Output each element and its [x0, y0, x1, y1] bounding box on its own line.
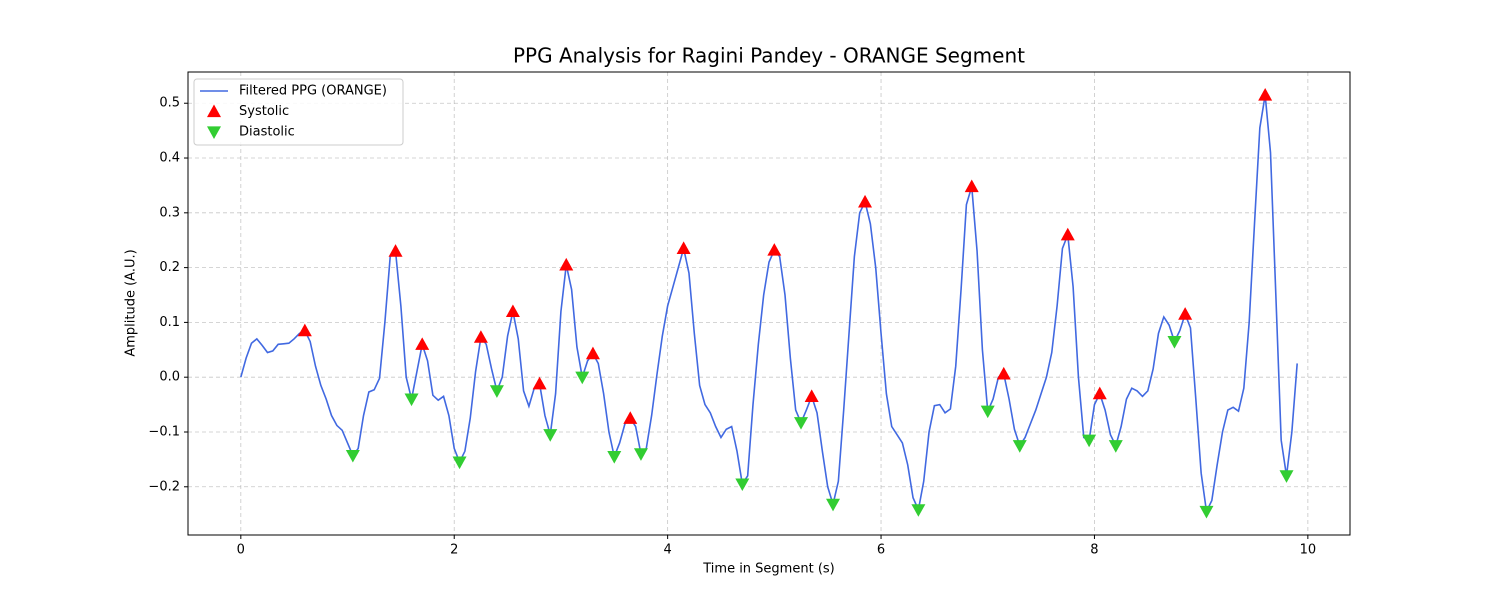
legend-swatch	[207, 126, 221, 139]
diastolic-marker	[543, 429, 558, 442]
diastolic-marker	[1082, 434, 1097, 448]
diastolic-marker	[489, 385, 504, 398]
diastolic-marker	[794, 417, 809, 430]
x-tick-label: 0	[237, 543, 245, 558]
systolic-marker	[858, 194, 873, 208]
diastolic-marker	[735, 478, 750, 492]
systolic-marker	[804, 389, 819, 402]
x-tick-label: 8	[1090, 543, 1098, 558]
systolic-marker	[388, 244, 403, 257]
diastolic-marker	[1012, 440, 1027, 453]
legend-label: Diastolic	[239, 125, 295, 140]
y-axis-label: Amplitude (A.U.)	[124, 249, 139, 356]
systolic-marker	[505, 304, 520, 318]
systolic-marker	[415, 337, 430, 350]
y-tick-label: 0.1	[159, 315, 180, 330]
systolic-marker	[1178, 307, 1193, 320]
diastolic-marker	[1167, 335, 1182, 349]
diastolic-marker	[633, 448, 648, 461]
x-tick-label: 4	[663, 543, 671, 558]
legend-label: Filtered PPG (ORANGE)	[239, 84, 387, 99]
systolic-marker	[297, 323, 312, 337]
x-tick-label: 6	[877, 543, 885, 558]
diastolic-marker	[607, 451, 622, 464]
systolic-marker	[623, 411, 638, 424]
diastolic-marker	[980, 405, 995, 419]
systolic-marker	[1060, 227, 1075, 241]
systolic-marker	[473, 330, 488, 343]
y-tick-label: 0.4	[159, 151, 180, 166]
y-tick-label: −0.2	[148, 479, 180, 494]
plot-frame	[187, 71, 1351, 536]
y-tick-label: 0.5	[159, 96, 180, 111]
diastolic-marker	[452, 456, 467, 470]
chart-title: PPG Analysis for Ragini Pandey - ORANGE …	[513, 44, 1025, 68]
y-tick-label: 0.0	[159, 370, 180, 385]
diastolic-marker	[826, 498, 841, 512]
diastolic-marker	[404, 393, 419, 407]
diastolic-marker	[575, 371, 590, 385]
systolic-marker	[964, 179, 979, 193]
y-tick-label: −0.1	[148, 424, 180, 439]
diastolic-marker	[1279, 470, 1294, 483]
systolic-marker	[1092, 386, 1107, 400]
systolic-marker	[1258, 88, 1273, 101]
systolic-marker	[532, 376, 547, 390]
ppg-line	[240, 94, 1298, 515]
legend-box	[193, 78, 404, 146]
systolic-marker	[767, 243, 782, 256]
y-tick-label: 0.2	[159, 260, 180, 275]
diastolic-marker	[1199, 505, 1214, 519]
diastolic-marker	[911, 504, 926, 517]
systolic-marker	[559, 257, 574, 271]
systolic-marker	[676, 241, 691, 255]
systolic-marker	[585, 346, 600, 360]
x-tick-label: 10	[1300, 543, 1317, 558]
diastolic-marker	[345, 449, 360, 463]
legend-swatch	[207, 104, 221, 118]
y-tick-label: 0.3	[159, 205, 180, 220]
systolic-marker	[996, 366, 1011, 380]
x-axis-label: Time in Segment (s)	[702, 562, 834, 577]
legend-label: Systolic	[239, 104, 289, 119]
x-tick-label: 2	[450, 543, 458, 558]
diastolic-marker	[1108, 440, 1123, 453]
